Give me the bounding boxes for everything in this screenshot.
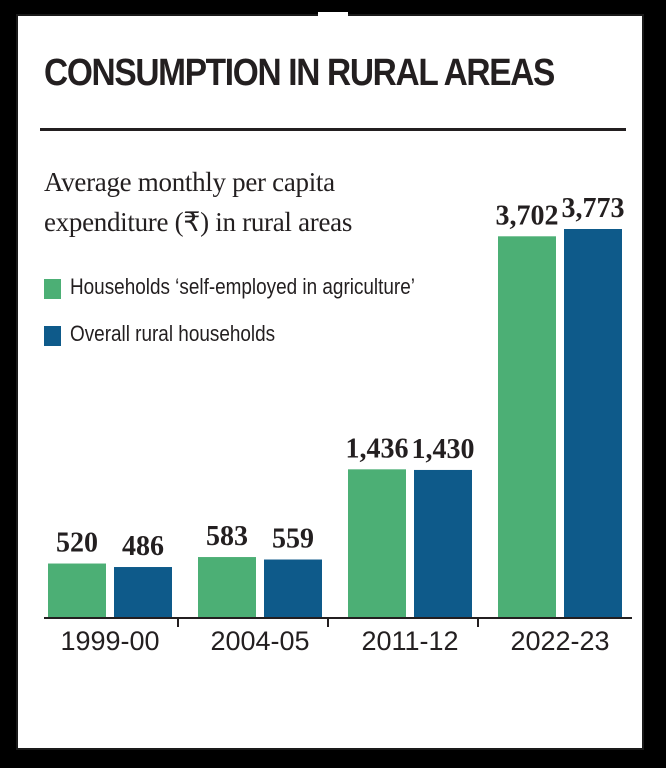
bar-overall-2004-05 bbox=[264, 559, 322, 617]
bar-agriculture-2004-05 bbox=[198, 557, 256, 617]
bar-overall-2011-12 bbox=[414, 469, 472, 617]
frame-gap bbox=[318, 12, 348, 18]
value-label-overall-1999-00: 486 bbox=[122, 531, 164, 562]
x-tick-label-2022-23: 2022-23 bbox=[510, 626, 609, 656]
legend-swatch-overall bbox=[44, 326, 61, 346]
x-tick-label-1999-00: 1999-00 bbox=[60, 626, 159, 656]
legend-swatch-agriculture bbox=[44, 279, 61, 299]
legend-label-overall: Overall rural households bbox=[70, 321, 276, 346]
value-label-overall-2022-23: 3,773 bbox=[562, 193, 625, 224]
chart-subtitle-line-2: expenditure (₹) in rural areas bbox=[44, 207, 353, 237]
value-label-agriculture-1999-00: 520 bbox=[56, 528, 98, 559]
x-tick-label-2004-05: 2004-05 bbox=[210, 626, 309, 656]
bar-overall-1999-00 bbox=[114, 567, 172, 617]
bar-agriculture-2022-23 bbox=[498, 236, 556, 618]
value-label-overall-2011-12: 1,430 bbox=[412, 434, 475, 465]
bar-overall-2022-23 bbox=[564, 229, 622, 617]
value-label-agriculture-2011-12: 1,436 bbox=[346, 433, 409, 464]
legend-label-agriculture: Households ‘self-employed in agriculture… bbox=[70, 274, 415, 299]
value-label-agriculture-2004-05: 583 bbox=[206, 521, 248, 552]
value-label-overall-2004-05: 559 bbox=[272, 524, 314, 555]
chart-title: CONSUMPTION IN RURAL AREAS bbox=[44, 52, 555, 94]
title-rule bbox=[40, 128, 626, 131]
x-tick-label-2011-12: 2011-12 bbox=[361, 626, 458, 656]
bar-agriculture-1999-00 bbox=[48, 563, 106, 617]
value-label-agriculture-2022-23: 3,702 bbox=[496, 200, 559, 231]
chart-subtitle-line-1: Average monthly per capita bbox=[44, 167, 335, 197]
bar-agriculture-2011-12 bbox=[348, 469, 406, 617]
